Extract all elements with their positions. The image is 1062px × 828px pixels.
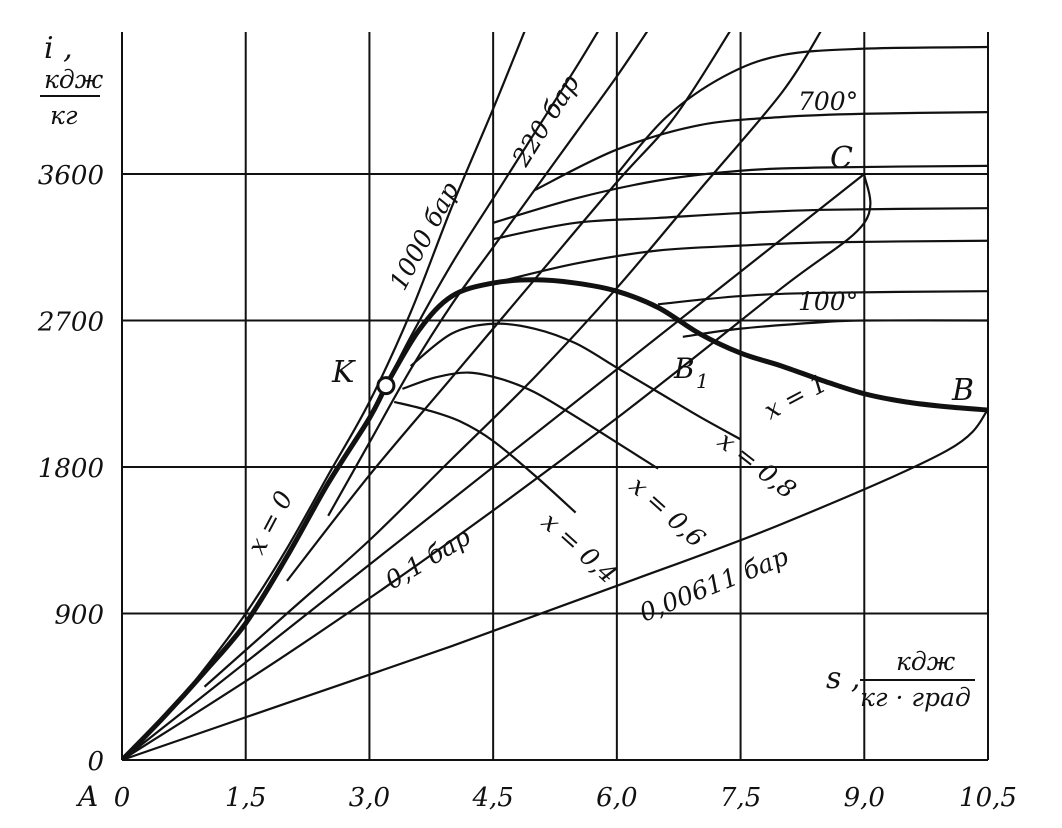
y-axis-unit-numerator: кдж [44,65,104,94]
x-tick-label: 4,5 [471,783,513,813]
y-tick-label: 3600 [38,161,104,191]
x-tick-label: 0 [114,783,131,813]
quality-line [409,322,742,441]
y-tick-label: 1800 [38,454,104,484]
isotherm-line [616,45,988,175]
quality-line [402,371,659,470]
quality-line [393,400,577,514]
isobar-label-0-00611: 0,00611 бар [635,542,792,628]
isotherm-line [492,207,988,241]
isobar-line [384,32,599,387]
isobar-line [122,32,526,760]
x-tick-label: 7,5 [720,783,761,813]
x-axis-unit-numerator: кдж [896,647,956,676]
x-tick-label: 9,0 [844,783,885,813]
isotherm-line [657,290,988,306]
isotherm-label-700: 700° [798,87,858,116]
isotherm-line [492,239,988,285]
saturation-curve [383,277,988,413]
y-tick-label: 2700 [37,308,104,338]
isobar-label-220: 220 бар [506,69,585,172]
isobar-line [286,32,731,582]
curves [122,32,988,760]
x-tick-label: 1,5 [225,783,266,813]
quality-label-x06: x = 0,6 [624,471,711,553]
line-c [122,173,865,760]
point-label-k: K [331,355,356,390]
origin-label: A [75,780,98,813]
isotherm-line [682,319,988,338]
y-axis-unit-denominator: кг [50,101,78,130]
quality-label-x04: x = 0,4 [536,507,623,589]
x-tick-label: 3,0 [349,783,390,813]
point-label-b1-subscript: 1 [696,369,709,393]
y-axis-symbol: i , [44,31,73,66]
y-tick-label: 0 [87,747,104,777]
grid: 0 1,5 3,0 4,5 6,0 7,5 9,0 10,5 0 900 1800 2700 3600 [37,32,1017,813]
isotherm-line [533,111,988,192]
x-tick-label: 6,0 [596,783,637,813]
critical-point-marker [376,376,396,396]
isobar-line [327,32,649,517]
quality-label-x1: x = 1 [759,368,832,425]
isotherm-line [492,164,988,224]
point-label-c: C [830,141,853,176]
isotherm-label-100: 100° [798,287,858,316]
isobar-line [203,32,822,688]
isobar-line [122,409,988,760]
isobar-label-0-1: 0,1 бар [380,522,475,595]
x-axis-unit-denominator: кг · град [860,683,971,712]
quality-label-x08: x = 0,8 [712,426,801,505]
y-tick-label: 900 [54,601,104,631]
x-axis-symbol: s , [826,661,860,696]
saturation-curve [122,384,389,760]
point-label-b: B [951,373,974,408]
x-tick-label: 10,5 [959,783,1017,813]
point-label-b1: B [673,352,695,385]
